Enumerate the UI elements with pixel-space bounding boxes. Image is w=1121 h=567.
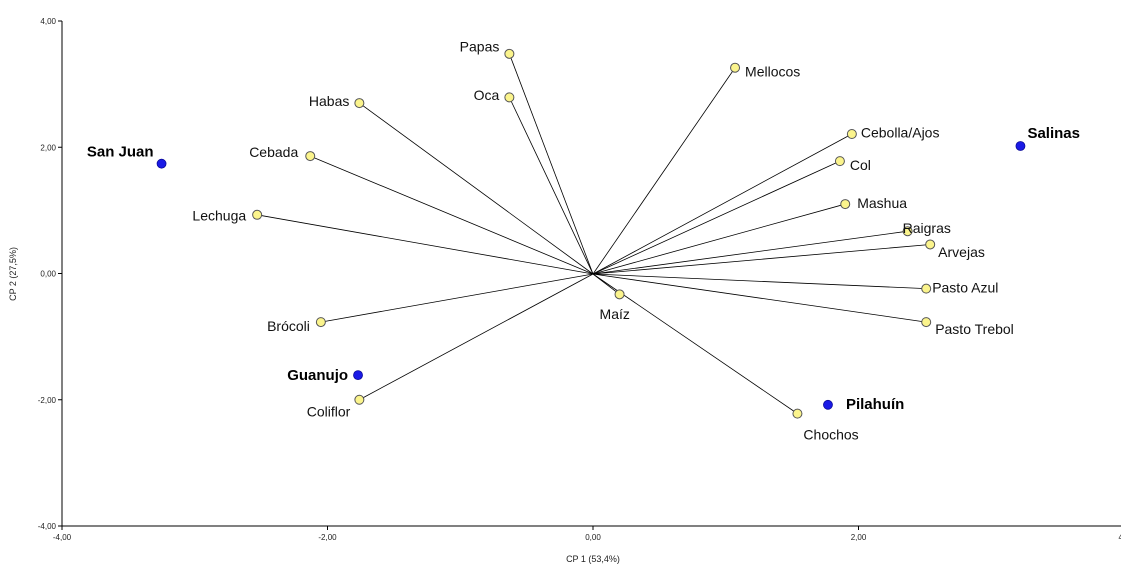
vector-line — [592, 230, 908, 275]
x-tick-label: -2,00 — [318, 533, 337, 542]
variable-label: Mashua — [857, 195, 907, 211]
vector-line — [592, 67, 736, 275]
vector-line — [310, 155, 594, 275]
site-point — [1015, 141, 1026, 151]
variable-point — [792, 408, 803, 419]
variable-label: Lechuga — [192, 207, 246, 223]
x-tick-label: 0,00 — [585, 533, 601, 542]
variable-label: Papas — [460, 39, 500, 55]
variable-label: Brócoli — [267, 318, 310, 334]
vector-line — [592, 273, 798, 414]
variable-point — [504, 48, 515, 59]
variable-label: Coliflor — [307, 403, 351, 419]
variable-label: Pasto Trebol — [935, 321, 1014, 337]
variable-label: Oca — [474, 87, 500, 103]
site-label: Pilahuín — [846, 396, 904, 413]
variable-point — [925, 239, 936, 250]
vector-line — [509, 97, 594, 275]
variable-point — [614, 289, 625, 300]
x-tick-label: 2,00 — [851, 533, 867, 542]
site-point — [823, 399, 833, 410]
point-labels: Papas Mellocos Habas Oca Cebolla/Ajos Col Ceba… — [87, 39, 1080, 443]
variable-point — [846, 128, 857, 139]
variable-vectors — [257, 53, 931, 414]
site-label: San Juan — [87, 144, 154, 161]
variable-label: Arvejas — [938, 244, 985, 260]
variable-point — [730, 62, 741, 73]
vector-line — [359, 273, 594, 401]
vector-line — [592, 133, 853, 275]
variable-label: Mellocos — [745, 63, 800, 79]
axes: -4,00 -2,00 0,00 2,00 4,0 -4,00 -2,00 0,00 2,00 4… — [38, 17, 1121, 542]
variable-label: Maíz — [600, 306, 630, 322]
variable-point — [921, 283, 932, 294]
variable-label: Cebada — [249, 144, 298, 160]
site-point — [353, 370, 363, 381]
variable-point — [252, 209, 263, 220]
variable-label: Cebolla/Ajos — [861, 125, 940, 141]
variable-label: Raigras — [903, 220, 951, 236]
x-tick-label: 4,0 — [1118, 533, 1121, 542]
variable-point — [504, 92, 515, 103]
y-tick-label: -4,00 — [38, 522, 57, 531]
vector-line — [320, 273, 594, 323]
y-tick-label: 0,00 — [40, 270, 56, 279]
vector-line — [592, 203, 846, 275]
site-point — [156, 158, 167, 169]
site-label: Salinas — [1027, 125, 1080, 142]
variable-point — [305, 151, 316, 162]
x-tick-label: -4,00 — [53, 533, 72, 542]
site-points — [156, 141, 1026, 410]
variable-point — [921, 317, 932, 328]
variable-point — [354, 394, 365, 405]
variable-label: Pasto Azul — [932, 279, 998, 295]
site-label: Guanujo — [287, 367, 348, 384]
vector-line — [592, 273, 927, 323]
vector-line — [592, 160, 841, 275]
variable-label: Habas — [309, 93, 349, 109]
variable-point — [834, 156, 845, 167]
variable-point — [354, 98, 365, 109]
vector-line — [592, 244, 931, 275]
variable-points — [252, 48, 936, 419]
variable-point — [315, 317, 326, 328]
variable-point — [840, 199, 851, 210]
vector-line — [359, 102, 594, 275]
vector-line — [592, 273, 927, 290]
y-tick-label: 2,00 — [40, 143, 56, 152]
variable-label: Chochos — [803, 426, 858, 442]
variable-point — [902, 226, 913, 237]
vector-line — [257, 214, 594, 275]
vector-line — [508, 53, 594, 275]
y-tick-label: -2,00 — [38, 396, 57, 405]
x-axis-title: CP 1 (53,4%) — [566, 554, 620, 564]
y-tick-label: 4,00 — [40, 17, 56, 26]
y-axis-title: CP 2 (27,5%) — [8, 247, 18, 301]
variable-label: Col — [850, 157, 871, 173]
